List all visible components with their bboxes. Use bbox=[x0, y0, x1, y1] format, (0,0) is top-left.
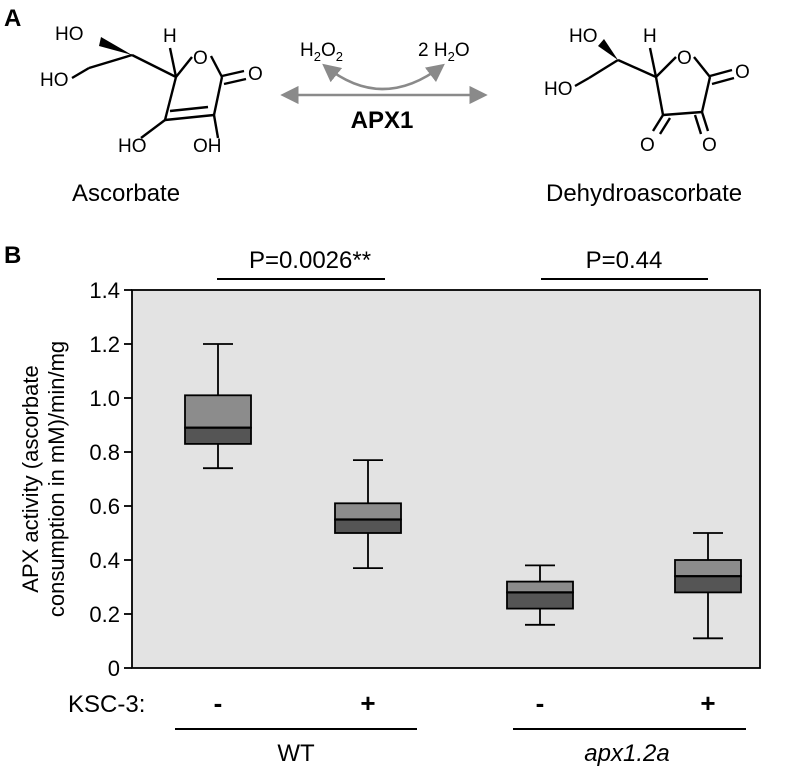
dehydroascorbate-carbonyl-o: O bbox=[735, 62, 750, 83]
ascorbate-ho-top: HO bbox=[55, 24, 84, 45]
treatment-sign: - bbox=[536, 688, 545, 718]
dehydroascorbate-wedge-bond bbox=[598, 39, 618, 60]
plot-area bbox=[131, 289, 761, 669]
group-label-apx: apx1.2a bbox=[584, 740, 669, 767]
treatment-label: KSC-3: bbox=[68, 691, 145, 718]
ascorbate-h: H bbox=[163, 26, 177, 47]
box-upper-half bbox=[674, 559, 742, 578]
ascorbate-structure bbox=[71, 47, 247, 139]
y-tick-label: 1.4 bbox=[89, 278, 120, 303]
reaction-arrows bbox=[280, 63, 488, 105]
treatment-signs: - + - + bbox=[214, 688, 716, 718]
y-tick-label: 1.2 bbox=[89, 332, 120, 357]
box-4 bbox=[674, 532, 742, 640]
dehydroascorbate-ho-left: HO bbox=[544, 79, 573, 100]
treatment-sign: - bbox=[214, 688, 223, 718]
y-tick-label: 0 bbox=[108, 656, 120, 681]
panel-b-label: B bbox=[4, 242, 21, 269]
box-2 bbox=[334, 459, 402, 569]
box-lower-half bbox=[674, 575, 742, 594]
y-tick-label: 0.4 bbox=[89, 548, 120, 573]
box-upper-half bbox=[506, 580, 574, 594]
panel-a-label: A bbox=[4, 5, 21, 32]
y-axis: 0 0.2 0.4 0.6 0.8 1.0 1.2 1.4 bbox=[89, 278, 132, 681]
y-tick-label: 0.8 bbox=[89, 440, 120, 465]
substrate-name: Ascorbate bbox=[72, 180, 180, 207]
comparison-p-apx: P=0.44 bbox=[586, 247, 663, 274]
box-3 bbox=[506, 564, 574, 626]
dehydroascorbate-ring-o: O bbox=[677, 48, 692, 69]
box-series bbox=[184, 343, 742, 640]
y-axis-label-line2: consumption in mM)/min/mg bbox=[44, 341, 69, 617]
ascorbate-oh-bottom: OH bbox=[193, 136, 222, 157]
box-upper-half bbox=[334, 502, 402, 521]
product-name: Dehydroascorbate bbox=[546, 180, 742, 207]
dehydroascorbate-h: H bbox=[643, 26, 657, 47]
ascorbate-ho-left: HO bbox=[40, 70, 69, 91]
y-axis-label: APX activity (ascorbate consumption in m… bbox=[18, 341, 69, 617]
byproduct-water: 2 H2O bbox=[418, 40, 470, 64]
enzyme-label: APX1 bbox=[351, 107, 414, 134]
group-label-wt: WT bbox=[277, 740, 315, 767]
treatment-sign: + bbox=[700, 688, 715, 718]
ascorbate-carbonyl-o: O bbox=[248, 64, 263, 85]
reactant-h2o2: H2O2 bbox=[300, 40, 343, 64]
y-tick-label: 0.2 bbox=[89, 602, 120, 627]
ascorbate-wedge-bond bbox=[99, 37, 132, 55]
treatment-sign: + bbox=[360, 688, 375, 718]
box-1 bbox=[184, 343, 252, 470]
box-upper-half bbox=[184, 394, 252, 429]
dehydroascorbate-keto-o-right: O bbox=[702, 135, 717, 156]
box-lower-half bbox=[334, 518, 402, 534]
box-lower-half bbox=[506, 591, 574, 610]
dehydroascorbate-keto-o-left: O bbox=[640, 135, 655, 156]
dehydroascorbate-ho-top: HO bbox=[569, 26, 598, 47]
y-tick-label: 1.0 bbox=[89, 386, 120, 411]
ascorbate-ring-o: O bbox=[193, 48, 208, 69]
dehydroascorbate-structure bbox=[574, 47, 735, 135]
box-lower-half bbox=[184, 426, 252, 445]
ascorbate-ho-bottom: HO bbox=[118, 136, 147, 157]
y-tick-label: 0.6 bbox=[89, 494, 120, 519]
y-axis-label-line1: APX activity (ascorbate bbox=[18, 365, 43, 592]
comparison-p-wt: P=0.0026** bbox=[249, 247, 371, 274]
